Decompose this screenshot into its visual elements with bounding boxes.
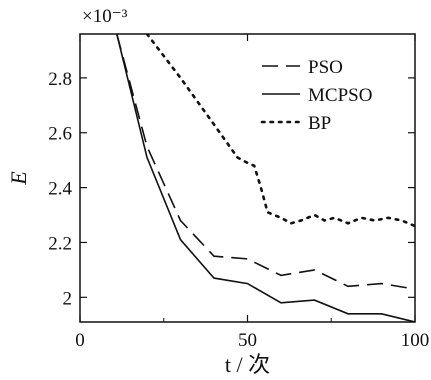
- tick-labels: 0 50 100 2 2.2 2.4 2.6 2.8: [48, 69, 429, 351]
- legend-label-mcpso: MCPSO: [308, 85, 372, 106]
- legend-label-bp: BP: [308, 113, 331, 134]
- x-axis-title: t / 次: [225, 352, 270, 377]
- y-tick-label: 2.8: [48, 69, 72, 90]
- x-tick-label: 0: [75, 330, 85, 351]
- legend: PSO MCPSO BP: [260, 57, 372, 134]
- y-tick-label: 2.6: [48, 124, 72, 145]
- plot-frame: [79, 33, 416, 323]
- x-tick-label: 100: [401, 330, 430, 351]
- x-tick-label: 50: [238, 330, 257, 351]
- legend-label-pso: PSO: [308, 57, 343, 78]
- y-multiplier-label: ×10⁻³: [82, 6, 128, 27]
- y-axis-title: E: [6, 171, 31, 186]
- y-tick-label: 2.2: [48, 233, 72, 254]
- y-tick-label: 2.4: [48, 179, 72, 200]
- axis-ticks: [79, 34, 416, 322]
- series-line-pso: [116, 34, 415, 290]
- plot-lines: [116, 34, 415, 322]
- series-line-mcpso: [116, 34, 415, 322]
- y-tick-label: 2: [63, 288, 73, 309]
- series-line-bp: [145, 34, 415, 228]
